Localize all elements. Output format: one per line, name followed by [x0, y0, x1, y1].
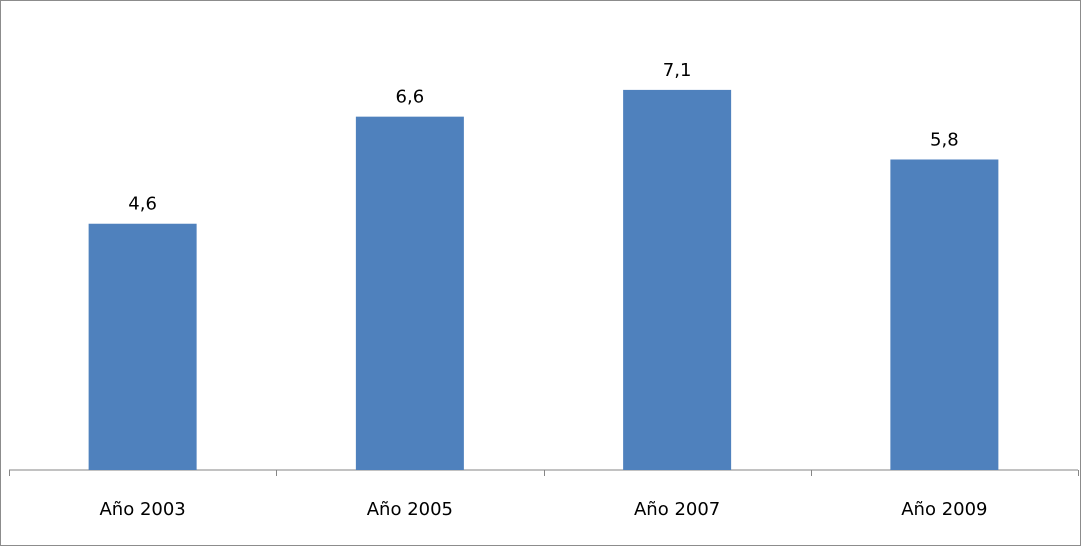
data-label: 6,6 — [396, 87, 425, 108]
bar — [355, 116, 464, 470]
bar — [88, 223, 197, 470]
data-label: 4,6 — [128, 194, 157, 215]
x-tick-label: Año 2005 — [367, 499, 453, 520]
bar — [623, 89, 732, 470]
bar — [890, 159, 999, 471]
x-tick-label: Año 2003 — [99, 499, 185, 520]
data-label: 7,1 — [663, 60, 692, 81]
data-label: 5,8 — [930, 129, 959, 150]
x-tick-label: Año 2009 — [901, 499, 987, 520]
x-tick-label: Año 2007 — [634, 499, 720, 520]
